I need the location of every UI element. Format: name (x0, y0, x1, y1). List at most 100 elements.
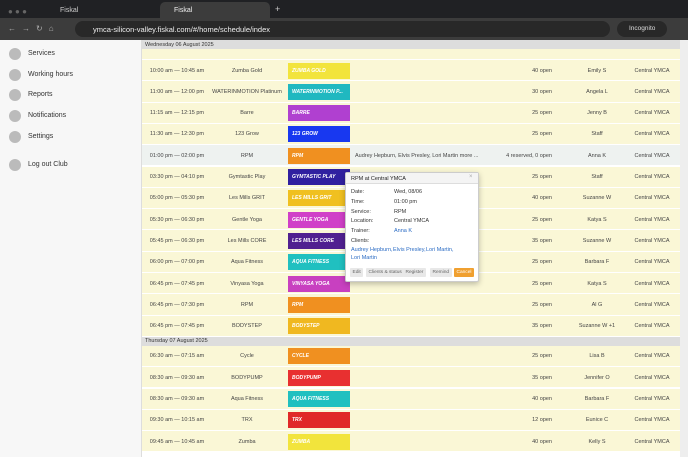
trainer: Staff (591, 131, 603, 138)
location: Central YMCA (634, 438, 670, 445)
location: Central YMCA (634, 417, 670, 424)
location: Central YMCA (634, 301, 670, 308)
nav-icon (9, 110, 21, 123)
schedule-row[interactable]: 11:15 am — 12:15 pm Barre BARRE 25 open Jenn… (142, 102, 680, 124)
button[interactable]: Cancel (454, 268, 474, 277)
button[interactable]: Remind (430, 268, 452, 277)
time: 03:30 pm — 04:10 pm (149, 174, 205, 180)
schedule-row[interactable]: 06:30 am — 07:15 am Cycle CYCLE 25 open Lisa… (142, 345, 680, 368)
places: 25 open (532, 110, 552, 117)
trainer: Eunice C (585, 417, 609, 424)
places: 30 open (532, 88, 552, 95)
tab-active[interactable]: Fiskal (160, 2, 270, 18)
field-value: RPM (394, 208, 407, 215)
button[interactable]: Register (403, 268, 426, 277)
button[interactable]: Edit (350, 268, 364, 277)
field-value: Central YMCA (394, 218, 430, 225)
trainer: Al G (591, 301, 603, 308)
places: 35 open (532, 323, 552, 330)
trainer: Suzanne W (582, 237, 612, 244)
class-badge[interactable]: RPM (288, 147, 350, 164)
class-badge[interactable]: ZUMBA (288, 433, 350, 450)
field-value: Wed, 08/06 (394, 189, 423, 195)
time: 06:45 pm — 07:30 pm (149, 301, 205, 308)
client-link[interactable]: Lori Martin (351, 255, 377, 261)
class-badge[interactable]: TRX (288, 412, 350, 429)
scrollbar (680, 40, 688, 457)
new-tab[interactable]: + (275, 4, 281, 14)
time: 06:45 pm — 07:45 pm (149, 323, 205, 330)
class-badge[interactable]: BARRE (288, 105, 350, 122)
schedule-row[interactable]: 09:45 am — 10:45 am Zumba ZUMBA 40 open Kell… (142, 431, 680, 453)
nav-buttons[interactable]: ←→↻⌂ (8, 24, 60, 33)
places: 25 open (532, 131, 552, 138)
class-name: RPM (240, 301, 254, 308)
class-badge[interactable]: LES MILLS GRIT (288, 190, 350, 207)
time: 11:30 am — 12:30 pm (149, 131, 204, 138)
nav-item[interactable]: Working hours (28, 70, 74, 78)
schedule-row[interactable]: 11:30 am — 12:30 pm 123 Grow 123 GROW 25 op… (142, 123, 680, 146)
browser-chrome: ● ● ● Fiskal Fiskal + ←→↻⌂ ymca-silicon-… (0, 0, 688, 40)
nav-icon (9, 89, 21, 102)
tab[interactable]: Fiskal (60, 7, 79, 14)
location: Central YMCA (634, 174, 670, 180)
nav-item[interactable]: Reports (28, 91, 53, 99)
time: 06:30 am — 07:15 am (149, 353, 205, 360)
url: ymca-silicon-valley.fiskal.com/#/home/sc… (93, 25, 271, 34)
nav-item[interactable]: Services (28, 50, 55, 57)
schedule-row[interactable]: 08:30 am — 09:30 am BODYPUMP BODYPUMP 35 op… (142, 367, 680, 389)
class-badge[interactable]: AQUA FITNESS (288, 391, 350, 407)
class-name: WATERINMOTION Platinum (212, 88, 282, 95)
schedule-row[interactable]: 01:00 pm — 02:00 pm RPM RPM Audrey Hepburn,… (142, 145, 680, 167)
location: Central YMCA (634, 110, 670, 117)
close[interactable]: × (469, 174, 473, 180)
class-name: Cycle (240, 353, 254, 360)
nav-item[interactable]: Notifications (28, 112, 67, 120)
popup-header (346, 173, 478, 184)
schedule-row[interactable]: 06:45 pm — 07:45 pm BODYSTEP BODYSTEP 35 op… (142, 315, 680, 337)
class-badge[interactable]: WATERINMOTION P... (288, 83, 350, 100)
class-badge[interactable]: VINYASA YOGA (288, 275, 350, 292)
incognito[interactable]: Incognito (617, 21, 667, 37)
logout[interactable]: Log out Club (28, 161, 68, 168)
schedule-row[interactable]: 06:45 pm — 07:45 pm Vinyasa Yoga VINYASA Y… (142, 273, 680, 295)
class-name: Les Mills CORE (227, 237, 267, 244)
clients: Audrey Hepburn, Elvis Presley, Lori Mart… (355, 152, 479, 159)
class-badge[interactable]: GYMTASTIC PLAY (288, 169, 350, 185)
location: Central YMCA (634, 374, 670, 381)
schedule-row[interactable]: 11:00 am — 12:00 pm WATERINMOTION Platinu… (142, 81, 680, 103)
class-badge[interactable]: 123 GROW (288, 126, 350, 143)
time: 10:00 am — 10:45 am (149, 67, 205, 74)
field-label: Trainer: (351, 228, 370, 235)
time: 08:30 am — 09:30 am (149, 374, 205, 381)
location: Central YMCA (634, 216, 670, 223)
address-bar[interactable] (75, 21, 610, 37)
field-label: Date: (351, 189, 365, 195)
class-name: Aqua Fitness (230, 396, 264, 402)
class-badge[interactable]: BODYPUMP (288, 369, 350, 386)
schedule: Wednesday 06 August 2025 10:00 am — 10:45… (142, 40, 680, 457)
schedule-row[interactable]: 06:45 pm — 07:30 pm RPM RPM 25 open Al G Cent… (142, 294, 680, 316)
client-link[interactable]: Elvis Presley, (393, 247, 426, 253)
nav-item[interactable]: Settings (28, 132, 54, 140)
class-badge[interactable]: AQUA FITNESS (288, 254, 350, 271)
class-badge[interactable]: GENTLE YOGA (288, 211, 350, 228)
class-badge[interactable]: ZUMBA GOLD (288, 62, 350, 79)
class-badge[interactable]: LES MILLS CORE (288, 232, 350, 249)
client-link[interactable]: Lori Martin, (426, 247, 454, 253)
button[interactable]: Clients & status (366, 268, 405, 277)
class-name: Gentle Yoga (232, 216, 262, 223)
field-value[interactable]: Anna K (394, 228, 413, 235)
trainer: Lisa B (589, 353, 605, 360)
location: Central YMCA (634, 195, 670, 202)
client-link[interactable]: Audrey Hepburn, (351, 247, 393, 253)
schedule-row[interactable]: 09:30 am — 10:15 am TRX TRX 12 open Eunice C… (142, 409, 680, 432)
class-name: TRX (241, 417, 253, 424)
schedule-row[interactable]: 10:00 am — 10:45 am Zumba Gold ZUMBA GOLD 4… (142, 60, 680, 82)
trainer: Jenny B (587, 110, 607, 117)
class-badge[interactable]: BODYSTEP (288, 318, 350, 335)
class-badge[interactable]: RPM (288, 296, 350, 313)
places: 25 open (532, 301, 552, 308)
class-badge[interactable]: CYCLE (288, 348, 350, 365)
schedule-row[interactable]: 08:30 am — 09:30 am Aqua Fitness AQUA FITN… (142, 388, 680, 410)
